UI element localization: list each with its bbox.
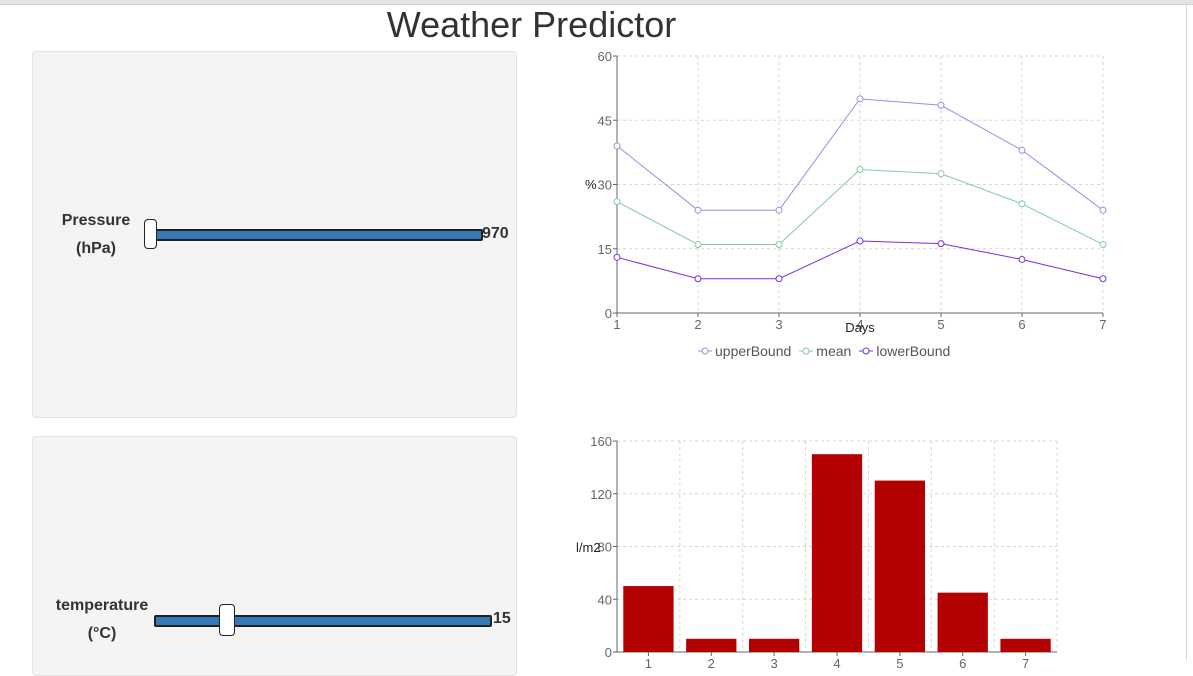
temperature-panel [32, 436, 517, 676]
line-point-mean [1018, 200, 1026, 208]
line-xtick-label: 7 [1099, 317, 1106, 332]
bar-xtick-label: 3 [771, 656, 778, 671]
legend-item-mean: mean [799, 343, 851, 359]
bar-4 [811, 454, 863, 652]
window-top-border [0, 0, 1193, 5]
bar-ytick-label: 80 [598, 540, 612, 555]
line-ytick-label: 0 [605, 306, 612, 321]
pressure-label: Pressure (hPa) [50, 207, 142, 263]
line-point-lowerBound [937, 240, 945, 248]
legend-item-upperBound: upperBound [698, 343, 791, 359]
line-point-upperBound [775, 206, 783, 214]
bar-xtick-label: 2 [708, 656, 715, 671]
legend-marker-dot [862, 347, 870, 355]
temperature-label: temperature (°C) [44, 592, 160, 648]
line-ytick-label: 15 [598, 242, 612, 257]
temperature-slider-track[interactable] [154, 615, 492, 627]
line-point-mean [694, 240, 702, 248]
line-point-upperBound [613, 142, 621, 150]
bar-xtick-label: 1 [645, 656, 652, 671]
line-point-upperBound [856, 95, 864, 103]
legend-line-marker-icon [698, 347, 712, 355]
pressure-slider-handle[interactable] [144, 219, 157, 249]
legend-label: upperBound [715, 343, 792, 359]
bar-ytick-label: 0 [605, 645, 612, 660]
line-point-upperBound [694, 206, 702, 214]
legend-marker-dot [701, 347, 709, 355]
line-ytick-label: 60 [598, 49, 612, 64]
bar-xtick-label: 4 [833, 656, 840, 671]
line-point-mean [937, 170, 945, 178]
pressure-value: 970 [482, 225, 509, 242]
line-y-axis-label: % [585, 177, 597, 192]
line-ytick-label: 30 [598, 178, 612, 193]
line-point-mean [613, 198, 621, 206]
legend-label: mean [816, 343, 852, 359]
line-xtick-label: 2 [694, 317, 701, 332]
line-point-upperBound [1018, 146, 1026, 154]
legend-line-marker-icon [799, 347, 814, 355]
bar-2 [686, 638, 737, 652]
bar-y-axis-label: l/m2 [576, 540, 601, 555]
pressure-label-name: Pressure [61, 212, 131, 229]
bar-7 [1000, 638, 1051, 652]
legend-item-lowerBound: lowerBound [859, 343, 950, 359]
bar-xtick-label: 7 [1022, 656, 1029, 671]
line-point-lowerBound [694, 275, 702, 283]
line-xtick-label: 5 [937, 317, 944, 332]
bar-6 [937, 592, 988, 652]
line-point-lowerBound [1018, 255, 1026, 263]
line-point-mean [775, 240, 783, 248]
line-point-upperBound [937, 101, 945, 109]
bar-ytick-label: 160 [590, 434, 612, 449]
line-x-axis-label: Days [845, 320, 875, 335]
line-point-lowerBound [1099, 275, 1107, 283]
line-point-lowerBound [856, 237, 864, 245]
bar-3 [749, 638, 800, 652]
bar-chart: 0 40 80 120 160 l/m2 1 2 3 4 5 6 7 [576, 434, 1058, 671]
temperature-slider-handle[interactable] [219, 604, 235, 636]
line-ytick-label: 45 [598, 113, 612, 128]
line-point-lowerBound [613, 253, 621, 261]
bar-ytick-label: 40 [598, 592, 612, 607]
temperature-value: 15 [493, 610, 511, 627]
temperature-label-name: temperature [55, 597, 149, 614]
line-point-upperBound [1099, 206, 1107, 214]
bar-5 [874, 480, 925, 652]
line-chart-legend: upperBound mean lowerBound [698, 343, 954, 359]
bar-1 [623, 586, 674, 652]
page-title: Weather Predictor [386, 4, 677, 45]
line-xtick-label: 3 [775, 317, 782, 332]
legend-marker-dot [802, 347, 810, 355]
bar-xtick-label: 6 [959, 656, 966, 671]
legend-line-marker-icon [859, 347, 874, 355]
temperature-label-unit: (°C) [87, 625, 117, 642]
line-point-lowerBound [775, 275, 783, 283]
line-point-mean [856, 166, 864, 174]
bar-xtick-label: 5 [896, 656, 903, 671]
line-point-mean [1099, 240, 1107, 248]
line-xtick-label: 4 [856, 317, 863, 332]
line-xtick-label: 1 [613, 317, 620, 332]
bar-ytick-label: 120 [590, 487, 612, 502]
line-xtick-label: 6 [1018, 317, 1025, 332]
legend-label: lowerBound [876, 343, 951, 359]
pressure-label-unit: (hPa) [76, 240, 116, 257]
scrollbar-edge [1186, 5, 1187, 661]
